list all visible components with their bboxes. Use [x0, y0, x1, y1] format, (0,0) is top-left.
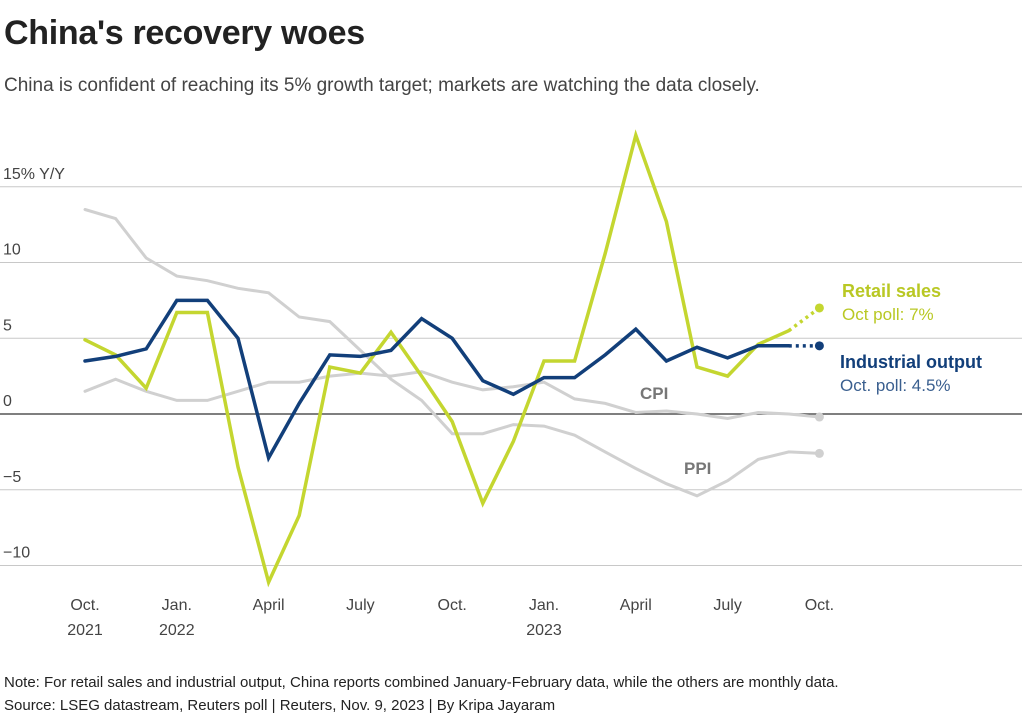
retail-sales-line — [83, 129, 791, 588]
y-tick-label: −10 — [3, 545, 30, 562]
retail-sales-poll-label: Oct poll: 7% — [842, 305, 934, 324]
industrial-output-poll-label: Oct. poll: 4.5% — [840, 376, 951, 395]
cpi-label: CPI — [640, 384, 668, 403]
chart-subtitle: China is confident of reaching its 5% gr… — [4, 75, 760, 96]
x-tick-label: Jan. — [162, 597, 192, 614]
x-tick-label: Jan. — [529, 597, 559, 614]
x-tick-label: Oct. — [438, 597, 467, 614]
ppi-line — [83, 208, 821, 498]
ppi-label: PPI — [684, 459, 711, 478]
y-tick-label: 5 — [3, 317, 12, 334]
line-chart: 15% Y/Y 10 5 0 −5 −10 Oct. 2021 Jan. 2022 April Jul… — [0, 129, 1022, 639]
x-tick-label: Oct. — [805, 597, 834, 614]
retail-sales-label: Retail sales — [842, 281, 941, 301]
y-tick-label: −5 — [3, 469, 21, 486]
y-tick-label: 10 — [3, 242, 21, 259]
x-tick-year-label: 2022 — [159, 622, 195, 639]
x-tick-label: July — [346, 597, 374, 614]
x-tick-year-label: 2021 — [67, 622, 103, 639]
y-tick-label: 15% Y/Y — [3, 166, 65, 183]
chart-title: China's recovery woes — [4, 14, 365, 52]
retail-sales-poll-line — [787, 306, 821, 333]
industrial-output-poll-point — [814, 341, 824, 351]
cpi-line — [83, 370, 821, 421]
y-tick-label: 0 — [3, 393, 12, 410]
ppi-end-point — [814, 448, 824, 458]
chart-source: Source: LSEG datastream, Reuters poll | … — [4, 697, 556, 714]
industrial-output-label: Industrial output — [840, 352, 982, 372]
x-tick-label: April — [620, 597, 652, 614]
industrial-output-line — [83, 298, 791, 463]
x-tick-label: April — [253, 597, 285, 614]
x-tick-year-label: 2023 — [526, 622, 562, 639]
x-tick-label: Oct. — [70, 597, 99, 614]
retail-sales-poll-point — [814, 303, 824, 313]
cpi-end-point — [814, 412, 824, 422]
x-tick-label: July — [713, 597, 741, 614]
chart-note: Note: For retail sales and industrial ou… — [4, 674, 839, 691]
